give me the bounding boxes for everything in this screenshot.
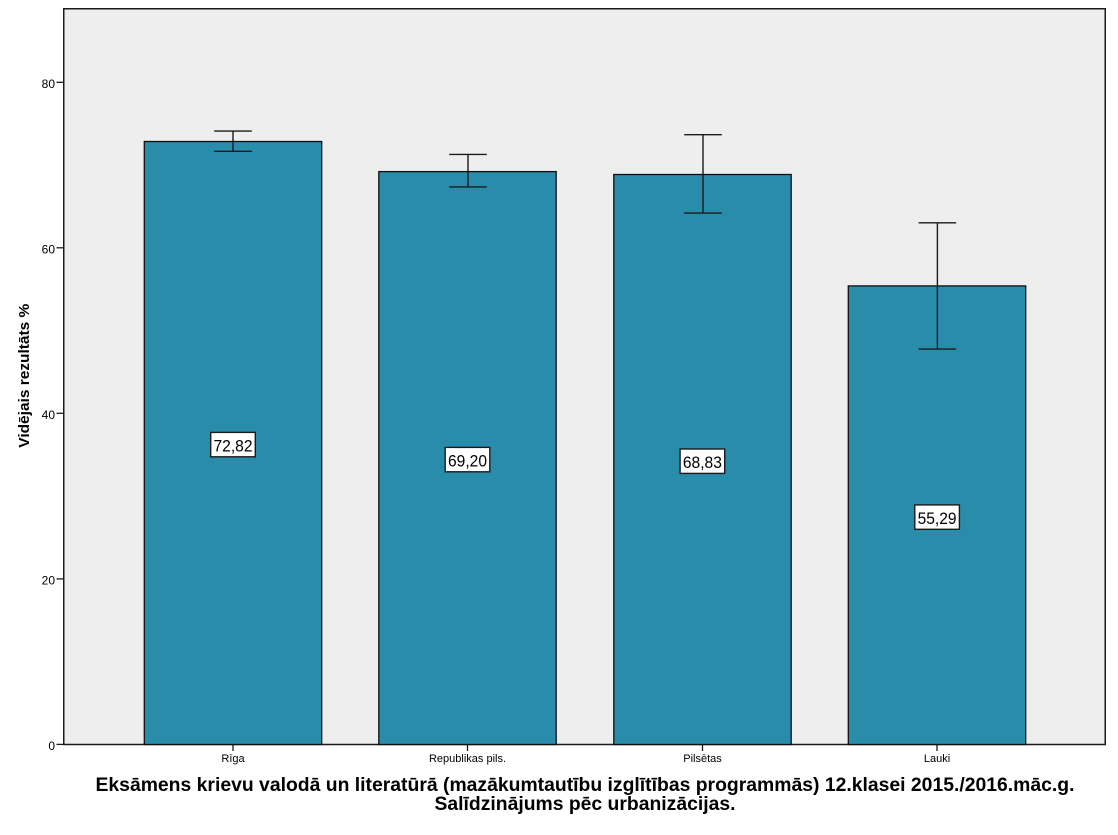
svg-text:72,82: 72,82 [214,437,253,456]
svg-text:Republikas pils.: Republikas pils. [429,753,506,765]
svg-text:Vidējais rezultāts %: Vidējais rezultāts % [16,304,33,448]
svg-text:Eksāmens krievu valodā un lite: Eksāmens krievu valodā un literatūrā (ma… [96,774,1075,796]
svg-text:68,83: 68,83 [683,453,722,472]
svg-text:Rīga: Rīga [221,753,245,765]
svg-text:60: 60 [42,242,56,256]
svg-text:55,29: 55,29 [918,509,957,528]
svg-text:80: 80 [42,77,56,91]
svg-text:20: 20 [42,574,56,588]
svg-text:69,20: 69,20 [448,452,487,471]
svg-text:Pilsētas: Pilsētas [683,753,722,765]
svg-text:0: 0 [48,739,55,753]
svg-text:Salīdzinājums pēc urbanizācija: Salīdzinājums pēc urbanizācijas. [435,793,736,815]
svg-text:40: 40 [42,408,56,422]
svg-text:Lauki: Lauki [924,753,950,765]
